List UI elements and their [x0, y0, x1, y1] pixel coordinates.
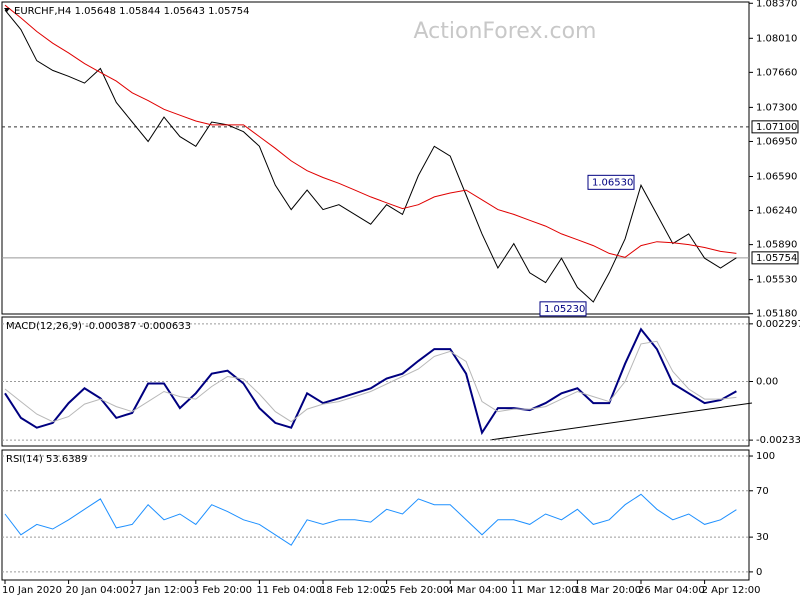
x-tick-label: 2 Apr 12:00	[702, 585, 761, 596]
y-tick-label: 1.06240	[756, 206, 797, 217]
series-line	[4, 9, 737, 303]
x-tick-label: 3 Feb 20:00	[193, 585, 252, 596]
y-tick-label: 1.08010	[756, 33, 797, 44]
level-label-box	[751, 251, 799, 265]
y-tick-label: 100	[756, 451, 775, 462]
y-tick-label: 0	[756, 567, 762, 578]
y-tick-label: -0.002336	[756, 435, 800, 446]
y-tick-label: 1.07660	[756, 67, 797, 78]
x-tick-label: 11 Mar 12:00	[511, 585, 578, 596]
annotation: 1.05230	[544, 304, 585, 315]
menu-arrow	[4, 8, 10, 12]
trend-line	[489, 402, 753, 441]
level-label: 1.05754	[756, 253, 797, 264]
x-tick-label: 4 Mar 04:00	[447, 585, 507, 596]
annotation-box	[587, 174, 635, 190]
y-tick-label: 30	[756, 532, 769, 543]
y-tick-label: 1.05180	[756, 309, 797, 320]
pane-title: MACD(12,26,9) -0.000387 -0.000633	[6, 321, 191, 332]
x-tick-label: 10 Jan 2020	[2, 585, 62, 596]
x-tick-label: 11 Feb 04:00	[256, 585, 322, 596]
y-tick-label: 1.08370	[756, 0, 797, 9]
level-label-box	[751, 120, 799, 134]
x-tick-label: 27 Jan 12:00	[129, 585, 192, 596]
annotation-box	[539, 301, 587, 317]
y-tick-label: 1.06950	[756, 136, 797, 147]
watermark: ActionForex.com	[414, 19, 597, 44]
series-line	[4, 327, 737, 436]
pane-frame	[1, 1, 750, 315]
series-line	[4, 493, 737, 546]
y-tick-label: 0.00	[756, 377, 778, 388]
y-tick-label: 1.05530	[756, 275, 797, 286]
x-tick-label: 20 Jan 04:00	[66, 585, 129, 596]
y-tick-label: 1.07300	[756, 102, 797, 113]
pane-title: RSI(14) 53.6389	[6, 454, 87, 465]
x-tick-label: 18 Feb 12:00	[320, 585, 386, 596]
y-tick-label: 0.002297	[756, 319, 800, 330]
series-line	[4, 4, 737, 258]
annotation: 1.06530	[592, 177, 633, 188]
y-tick-label: 1.05890	[756, 240, 797, 251]
pane-frame	[1, 449, 750, 581]
x-tick-label: 25 Feb 20:00	[384, 585, 450, 596]
series-line	[4, 340, 737, 423]
x-tick-label: 18 Mar 20:00	[574, 585, 641, 596]
level-label: 1.07100	[756, 122, 797, 133]
pane-title: EURCHF,H4 1.05648 1.05844 1.05643 1.0575…	[14, 6, 250, 17]
y-tick-label: 70	[756, 486, 769, 497]
y-tick-label: 1.06590	[756, 171, 797, 182]
x-tick-label: 26 Mar 04:00	[638, 585, 705, 596]
